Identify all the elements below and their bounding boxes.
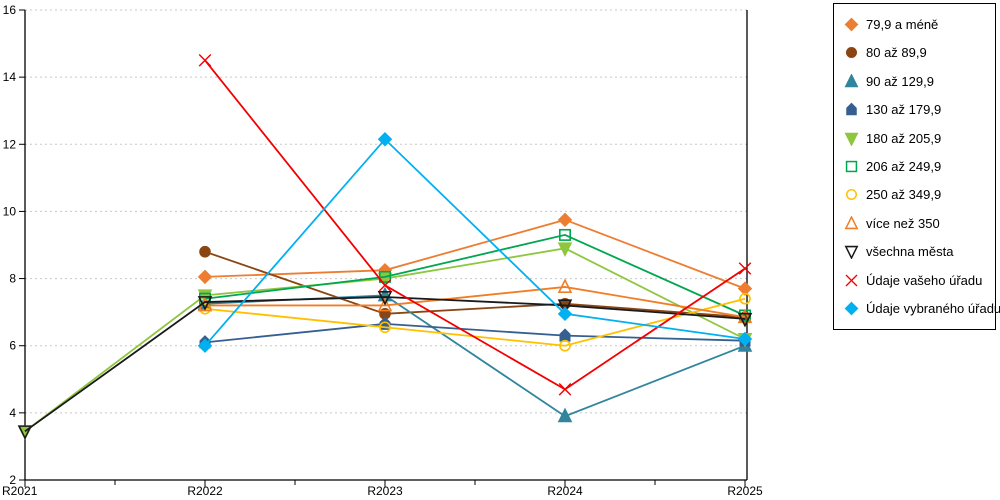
svg-text:6: 6 bbox=[9, 339, 16, 353]
legend-label: 250 až 349,9 bbox=[866, 187, 942, 203]
legend-marker-icon bbox=[844, 301, 859, 316]
svg-text:R2023: R2023 bbox=[367, 484, 403, 498]
legend-marker-icon bbox=[844, 132, 859, 146]
legend-item: 180 až 205,9 bbox=[844, 131, 991, 146]
svg-text:2: 2 bbox=[9, 473, 16, 487]
legend-item: všechna města bbox=[844, 244, 991, 260]
legend-item: 206 až 249,9 bbox=[844, 159, 991, 174]
legend-label: Údaje vybraného úřadu bbox=[866, 301, 1000, 317]
legend-label: Údaje vašeho úřadu bbox=[866, 272, 983, 288]
legend-marker-icon bbox=[844, 17, 859, 32]
svg-text:8: 8 bbox=[9, 272, 16, 286]
svg-text:10: 10 bbox=[3, 204, 17, 218]
legend-label: 130 až 179,9 bbox=[866, 102, 942, 118]
legend-item: 250 až 349,9 bbox=[844, 187, 991, 202]
legend-label: 180 až 205,9 bbox=[866, 130, 942, 146]
svg-text:R2024: R2024 bbox=[547, 484, 583, 498]
legend-item: více než 350 bbox=[844, 215, 991, 231]
svg-text:R2025: R2025 bbox=[727, 484, 763, 498]
legend-marker-icon bbox=[844, 73, 859, 87]
svg-text:R2022: R2022 bbox=[187, 484, 223, 498]
svg-text:16: 16 bbox=[3, 3, 17, 17]
legend-marker-icon bbox=[844, 215, 859, 230]
svg-text:14: 14 bbox=[3, 70, 17, 84]
legend-label: 80 až 89,9 bbox=[866, 45, 927, 61]
legend-label: 79,9 a méně bbox=[866, 16, 939, 32]
legend-label: více než 350 bbox=[866, 215, 940, 231]
legend-marker-icon bbox=[845, 274, 858, 287]
legend-label: 206 až 249,9 bbox=[866, 158, 942, 174]
legend-item: Údaje vybraného úřadu bbox=[844, 301, 1000, 316]
legend-item: Údaje vašeho úřadu bbox=[844, 273, 991, 288]
legend-item: 80 až 89,9 bbox=[844, 45, 991, 60]
legend: 79,9 a méně 80 až 89,9 90 až 129,9 130 až 1… bbox=[833, 3, 1000, 330]
svg-text:12: 12 bbox=[3, 137, 17, 151]
legend-marker-icon bbox=[844, 246, 859, 260]
legend-item: 90 až 129,9 bbox=[844, 73, 991, 89]
svg-text:R2021: R2021 bbox=[2, 484, 38, 498]
legend-label: všechna města bbox=[866, 244, 954, 260]
legend-item: 130 až 179,9 bbox=[844, 102, 991, 117]
legend-item: 79,9 a méně bbox=[844, 17, 991, 32]
legend-marker-icon bbox=[845, 160, 858, 173]
legend-marker-icon bbox=[845, 189, 858, 201]
legend-marker-icon bbox=[845, 47, 858, 59]
legend-label: 90 až 129,9 bbox=[866, 73, 934, 89]
legend-marker-icon bbox=[846, 102, 857, 116]
svg-text:4: 4 bbox=[9, 406, 16, 420]
